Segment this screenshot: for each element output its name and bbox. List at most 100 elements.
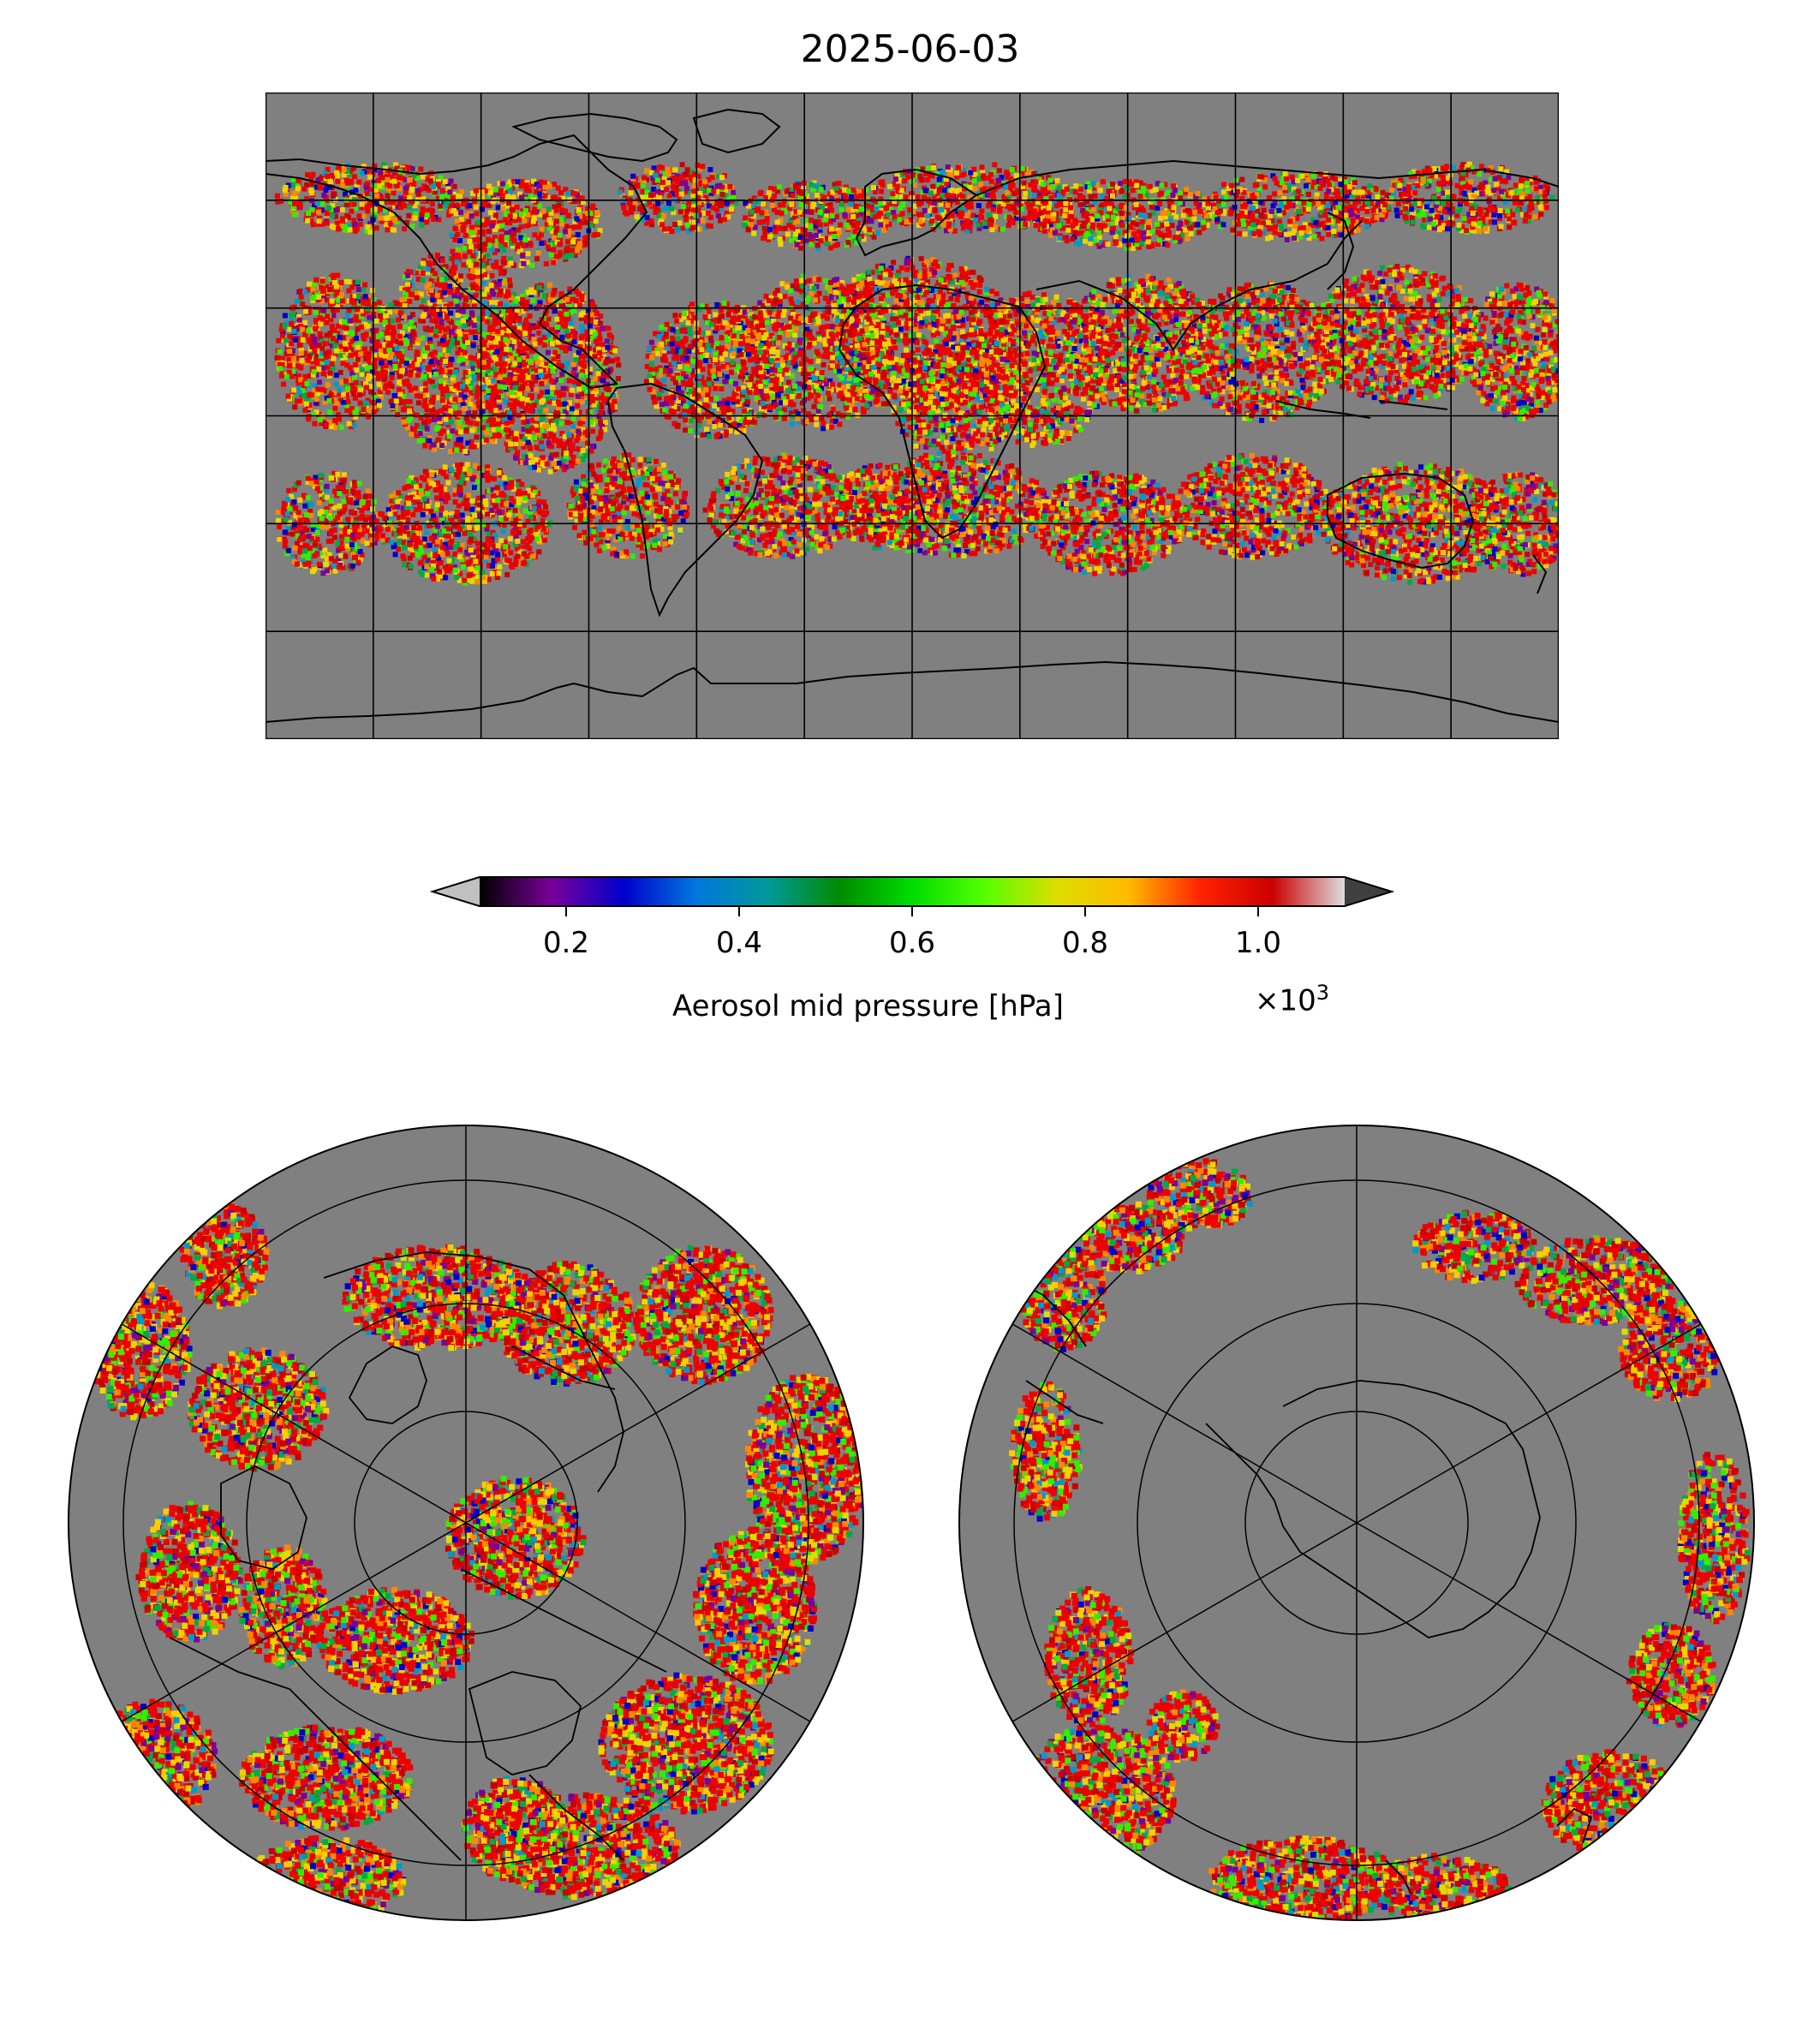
data-pixel xyxy=(325,382,331,388)
data-pixel xyxy=(1041,223,1047,229)
data-pixel xyxy=(521,260,527,266)
data-pixel xyxy=(1110,193,1115,199)
data-pixel xyxy=(390,318,396,324)
data-pixel xyxy=(558,249,564,255)
data-pixel xyxy=(443,199,449,205)
data-pixel xyxy=(283,191,289,197)
data-pixel xyxy=(829,196,835,202)
data-pixel xyxy=(346,421,352,427)
data-pixel xyxy=(314,200,320,206)
data-pixel xyxy=(823,213,829,219)
data-pixel xyxy=(372,167,378,173)
data-pixel xyxy=(313,182,319,188)
data-pixel xyxy=(552,204,558,210)
data-pixel xyxy=(1291,186,1297,192)
data-pixel xyxy=(1016,173,1022,179)
data-pixel xyxy=(553,214,559,220)
data-pixel xyxy=(831,217,837,223)
data-pixel xyxy=(1099,223,1105,229)
data-pixel xyxy=(469,190,475,196)
data-pixel xyxy=(300,337,306,343)
data-pixel xyxy=(361,193,367,199)
data-pixel xyxy=(373,187,379,193)
data-pixel xyxy=(812,223,818,229)
data-pixel xyxy=(832,234,838,239)
data-pixel xyxy=(1235,213,1241,218)
data-pixel xyxy=(1236,222,1241,228)
data-pixel xyxy=(312,202,318,208)
data-pixel xyxy=(296,317,302,323)
data-pixel xyxy=(931,164,936,170)
data-pixel xyxy=(382,165,388,171)
data-pixel xyxy=(1155,205,1161,211)
data-pixel xyxy=(937,216,943,221)
data-pixel xyxy=(945,164,951,170)
data-pixel xyxy=(1436,181,1441,187)
data-pixel xyxy=(1483,226,1489,232)
data-pixel xyxy=(895,196,901,201)
data-pixel xyxy=(307,391,313,397)
data-pixel xyxy=(815,242,820,248)
data-pixel xyxy=(961,225,966,231)
data-pixel xyxy=(429,201,435,207)
data-pixel xyxy=(486,236,492,242)
data-pixel xyxy=(435,195,441,201)
data-pixel xyxy=(1332,176,1338,182)
data-pixel xyxy=(1292,236,1298,241)
data-pixel xyxy=(445,186,451,192)
data-pixel xyxy=(1000,201,1006,206)
data-pixel xyxy=(667,226,672,232)
data-pixel xyxy=(1416,209,1422,215)
data-pixel xyxy=(438,352,444,358)
data-pixel xyxy=(1146,212,1152,218)
data-pixel xyxy=(320,221,326,227)
data-pixel xyxy=(310,171,316,177)
data-pixel xyxy=(507,184,513,190)
data-pixel xyxy=(339,206,345,212)
data-pixel xyxy=(1137,180,1143,186)
data-pixel xyxy=(569,253,575,259)
data-pixel xyxy=(754,198,760,204)
data-pixel xyxy=(458,209,463,215)
data-pixel xyxy=(394,182,400,188)
data-pixel xyxy=(1252,182,1258,188)
data-pixel xyxy=(1145,224,1151,230)
data-pixel xyxy=(298,350,304,356)
data-pixel xyxy=(361,407,367,412)
data-pixel xyxy=(1047,232,1053,238)
data-pixel xyxy=(1215,201,1221,207)
data-pixel xyxy=(548,210,554,216)
data-pixel xyxy=(314,184,320,190)
data-pixel xyxy=(1268,235,1274,241)
data-pixel xyxy=(359,367,365,373)
data-pixel xyxy=(1031,208,1037,214)
data-pixel xyxy=(860,225,866,231)
data-pixel xyxy=(1398,210,1404,216)
data-pixel xyxy=(1297,234,1303,240)
data-pixel xyxy=(1326,231,1332,237)
data-pixel xyxy=(758,189,764,195)
data-pixel xyxy=(1374,215,1380,220)
data-pixel xyxy=(424,198,429,204)
data-pixel xyxy=(431,217,437,222)
data-pixel xyxy=(1088,236,1094,242)
global-map xyxy=(266,92,1559,739)
data-pixel xyxy=(665,171,671,177)
data-pixel xyxy=(782,199,788,204)
data-pixel xyxy=(1179,232,1184,238)
data-pixel xyxy=(629,209,634,215)
data-pixel xyxy=(693,181,699,187)
data-pixel xyxy=(1146,218,1152,224)
data-pixel xyxy=(1133,201,1139,207)
data-pixel xyxy=(1482,186,1487,192)
data-pixel xyxy=(1141,207,1147,213)
data-pixel xyxy=(945,202,951,208)
data-pixel xyxy=(477,242,483,248)
data-pixel xyxy=(451,183,457,189)
data-pixel xyxy=(280,333,285,339)
data-pixel xyxy=(367,174,373,180)
data-pixel xyxy=(409,291,415,297)
data-pixel xyxy=(813,232,819,238)
data-pixel xyxy=(898,194,904,200)
data-pixel xyxy=(1159,223,1165,229)
